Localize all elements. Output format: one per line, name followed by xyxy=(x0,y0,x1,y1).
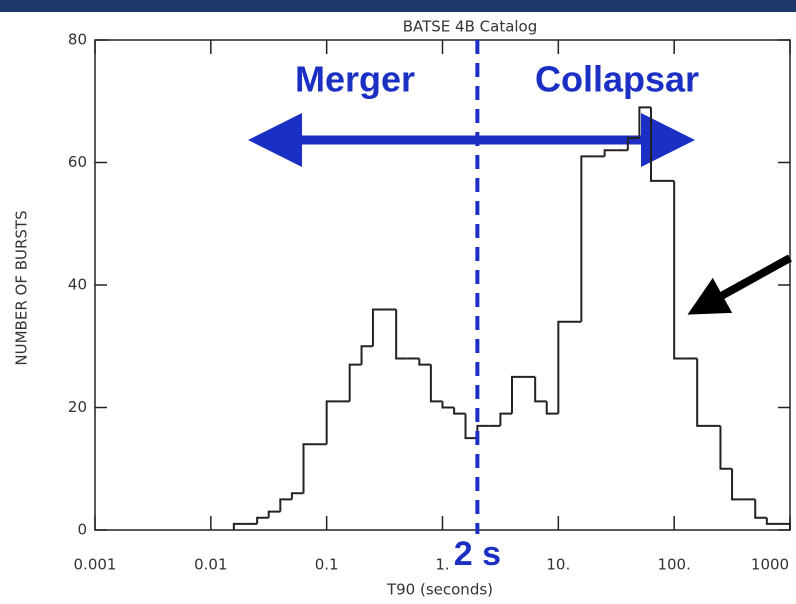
histogram-step xyxy=(499,412,512,426)
histogram-step xyxy=(453,407,466,415)
histogram-step xyxy=(464,413,478,440)
x-tick-label: 100. xyxy=(657,556,690,574)
histogram-step xyxy=(778,522,791,530)
histogram-step xyxy=(348,363,362,402)
histogram-step xyxy=(395,309,408,360)
histogram-step xyxy=(545,401,559,415)
pointer-arrow xyxy=(687,254,792,315)
histogram-step xyxy=(719,425,733,470)
x-axis-label: T90 (seconds) xyxy=(386,581,493,599)
histogram-step xyxy=(557,320,570,414)
histogram-step xyxy=(603,149,617,157)
histogram-step xyxy=(232,522,246,530)
histogram-step xyxy=(638,106,652,138)
x-tick-label: 1. xyxy=(435,556,449,574)
histogram-step xyxy=(673,180,686,360)
collapsar-label: Collapsar xyxy=(535,59,699,100)
threshold-label: 2 s xyxy=(454,535,501,573)
x-tick-label: 1000 xyxy=(751,556,789,574)
y-tick-label: 80 xyxy=(68,31,87,49)
y-tick-label: 40 xyxy=(68,276,87,294)
histogram-step xyxy=(754,499,767,519)
top-band xyxy=(0,0,796,12)
histogram-step xyxy=(279,498,292,512)
histogram-step xyxy=(371,308,385,347)
x-tick-label: 0.001 xyxy=(74,556,117,574)
histogram-step xyxy=(267,510,281,518)
x-tick-label: 0.01 xyxy=(194,556,227,574)
histogram-step xyxy=(510,375,524,414)
histogram-step xyxy=(441,401,455,409)
x-tick-label: 10. xyxy=(546,556,570,574)
plot-frame xyxy=(94,39,791,531)
histogram-step xyxy=(256,516,269,524)
merger-label: Merger xyxy=(295,59,415,100)
histogram-step xyxy=(534,376,547,403)
histogram-step xyxy=(325,400,339,445)
histogram-step xyxy=(696,358,710,427)
histogram-step xyxy=(418,358,431,366)
histogram-step xyxy=(360,345,373,365)
histogram-step xyxy=(580,155,594,322)
histogram-step xyxy=(765,517,779,525)
y-tick-label: 0 xyxy=(77,521,87,539)
y-tick-label: 20 xyxy=(68,398,87,416)
histogram-step xyxy=(302,443,316,494)
y-axis-label: NUMBER OF BURSTS xyxy=(13,210,31,365)
histogram-step xyxy=(626,137,640,151)
y-tick-label: 60 xyxy=(68,153,87,171)
histogram-step xyxy=(731,468,744,501)
histogram-step xyxy=(429,364,443,403)
x-tick-label: 0.1 xyxy=(315,556,339,574)
histogram-step xyxy=(290,492,304,500)
chart-title: BATSE 4B Catalog xyxy=(403,18,538,36)
histogram-step xyxy=(650,107,663,182)
